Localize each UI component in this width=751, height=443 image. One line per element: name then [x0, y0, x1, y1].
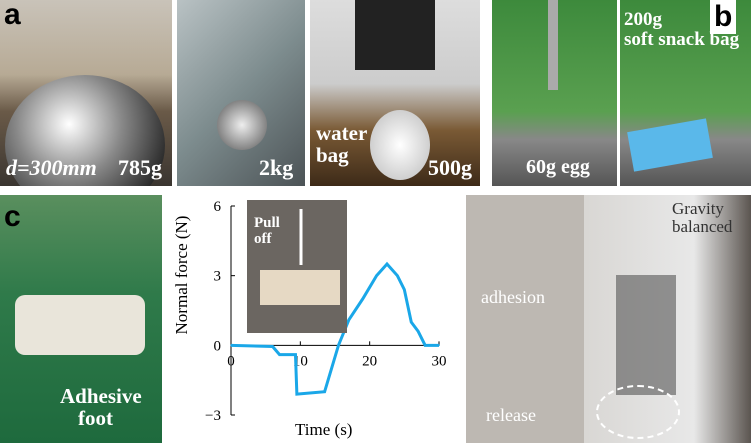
data-point — [417, 330, 419, 333]
data-point — [278, 353, 281, 356]
adhesive-foot-label: Adhesive foot — [60, 385, 142, 429]
data-point — [296, 393, 298, 395]
gravity-balanced-label: Gravity balanced — [672, 200, 732, 236]
adhesion-label: adhesion — [481, 287, 545, 307]
bag-text: bag — [316, 143, 349, 167]
data-point — [403, 288, 406, 291]
data-point — [230, 344, 232, 347]
x-axis-label: Time (s) — [295, 420, 352, 439]
gravity-text: Gravity — [672, 199, 724, 218]
data-point — [361, 298, 364, 300]
water-bag-label: water bag — [316, 122, 367, 166]
y-tick-label: 3 — [214, 269, 222, 285]
diameter-label: d=300mm — [6, 155, 97, 180]
panel-label-c: c — [4, 200, 21, 233]
foot-text: foot — [78, 406, 113, 430]
photo-egg: 60g egg — [492, 0, 617, 186]
data-point — [375, 274, 378, 277]
inset-label-pull: Pull — [254, 215, 280, 231]
photo-2kg-grip: 2kg — [177, 0, 305, 186]
photo-climbing: Gravity balanced adhesion release — [466, 195, 751, 443]
adhesive-text: Adhesive — [60, 384, 142, 408]
data-point — [348, 318, 350, 321]
snack-name: soft snack bag — [624, 29, 740, 50]
inset-label-off: off — [254, 231, 272, 247]
y-axis-label: Normal force (N) — [172, 216, 191, 335]
y-tick-label: −3 — [205, 408, 221, 424]
data-point — [438, 344, 440, 347]
y-tick-label: 0 — [214, 338, 222, 354]
photo-sphere-grip: d=300mm 785g — [0, 0, 172, 186]
balanced-text: balanced — [672, 217, 733, 236]
snack-weight: 200g — [624, 9, 662, 30]
release-label: release — [486, 405, 536, 425]
data-point — [323, 390, 326, 393]
weight-label: 785g — [118, 155, 162, 180]
data-point — [294, 353, 297, 356]
y-tick-label: 6 — [214, 199, 222, 215]
photo-water-bag: water bag 500g — [310, 0, 480, 186]
weight-label: 2kg — [259, 155, 294, 180]
data-point — [424, 344, 426, 347]
snack-bag-label: 200g soft snack bag — [624, 10, 739, 50]
photo-adhesive-foot: Adhesive foot — [0, 195, 162, 443]
panel-label-a: a — [4, 0, 21, 31]
data-point — [396, 274, 399, 277]
x-tick-label: 20 — [362, 353, 377, 369]
x-tick-label: 30 — [432, 353, 447, 369]
egg-label: 60g egg — [526, 156, 590, 178]
weight-label: 500g — [428, 155, 472, 180]
data-point — [271, 345, 274, 348]
data-point — [337, 344, 340, 347]
data-point — [386, 263, 388, 265]
x-tick-label: 0 — [227, 353, 235, 369]
panel-label-b: b — [710, 0, 737, 34]
inset-photo — [247, 200, 347, 333]
inset-photo-sample — [260, 270, 340, 305]
data-point — [410, 321, 413, 323]
water-text: water — [316, 121, 368, 145]
